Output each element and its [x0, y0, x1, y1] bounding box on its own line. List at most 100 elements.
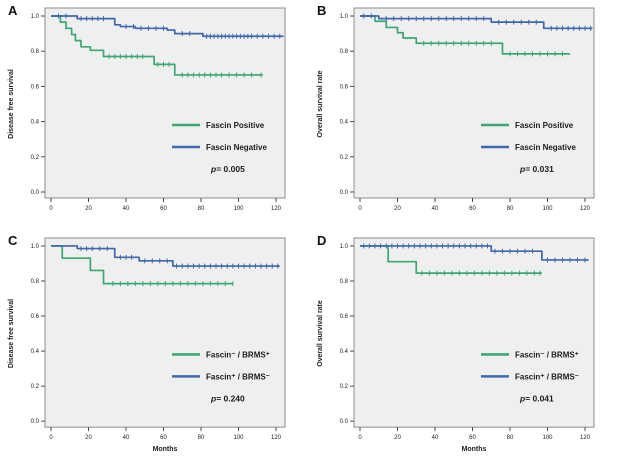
y-axis-tick-label: 0.8	[340, 279, 349, 285]
x-axis-label: Months	[462, 446, 487, 453]
panel-d-letter: D	[317, 233, 327, 248]
legend-label-fascin-positive: Fascin Positive	[206, 121, 265, 130]
censor-marks-fascin-brms	[363, 243, 586, 263]
panel-c-chart: 0.0 0.2 0.4 0.6 0.8 1.0 0 20 40 60 80 100 120 Disease…	[8, 237, 286, 453]
legend-label-fascin-negative: Fascin Negative	[515, 143, 576, 152]
y-axis-tick-label: 1.0	[31, 244, 40, 250]
panel-d-chart: 0.0 0.2 0.4 0.6 0.8 1.0 0 20 40 60 80 100 120 Overall…	[317, 237, 595, 453]
x-axis-tick-label: 0	[49, 206, 53, 212]
y-axis-tick-label: 0.8	[340, 49, 349, 55]
x-axis-tick-label: 20	[394, 206, 401, 212]
panel-a-chart: 0.0 0.2 0.4 0.6 0.8 1.0 0 20 40 60 80 100 120 Disease…	[8, 7, 286, 212]
x-axis-tick-label: 40	[432, 435, 439, 441]
x-axis-tick-label: 40	[123, 206, 130, 212]
x-axis-tick-label: 0	[358, 435, 362, 441]
y-axis-tick-label: 0.0	[31, 190, 40, 196]
survival-curve-fascin-negative	[51, 15, 284, 38]
censor-marks-fascin-negative	[363, 13, 592, 31]
x-axis-tick-label: 60	[160, 435, 167, 441]
survival-curve-fascin-brms	[360, 245, 589, 261]
x-axis-tick-label: 80	[507, 206, 514, 212]
x-axis-tick-label: 20	[394, 435, 401, 441]
x-axis-tick-label: 80	[507, 435, 514, 441]
x-axis-tick-label: 0	[358, 206, 362, 212]
censor-marks-fascin-positive	[108, 53, 262, 78]
x-axis-tick-label: 120	[271, 206, 282, 212]
y-axis-tick-label: 0.4	[340, 120, 349, 126]
legend-label-fascin-brms: Fascin⁺ / BRMS⁻	[206, 372, 270, 381]
y-axis-label: Disease free survival	[8, 69, 15, 139]
panel-a: A 0.0 0.2 0.4 0.6 0.8 1.0 0 20 40 60 80 100 120 Disea…	[0, 0, 309, 230]
panel-d: D 0.0 0.2 0.4 0.6 0.8 1.0 0 20 40 60 80 100 120 Overa…	[309, 230, 618, 459]
x-axis-tick-label: 80	[198, 206, 205, 212]
x-axis-tick-label: 120	[271, 435, 282, 441]
survival-curve-fascin-brms	[51, 245, 280, 267]
panel-c: C 0.0 0.2 0.4 0.6 0.8 1.0 0 20 40 60 80 100 120 Disea…	[0, 230, 309, 459]
survival-curve-fascin-negative	[360, 15, 593, 30]
plot-area	[44, 237, 286, 428]
y-axis-tick-label: 0.8	[31, 49, 40, 55]
x-axis-tick-label: 100	[233, 206, 244, 212]
y-axis-tick-label: 0.2	[340, 384, 349, 390]
x-axis-tick-label: 100	[542, 206, 553, 212]
legend-label-fascin-positive: Fascin Positive	[515, 121, 574, 130]
y-axis-tick-label: 0.6	[340, 84, 349, 90]
x-axis-tick-label: 100	[543, 435, 554, 441]
x-axis-tick-label: 20	[85, 435, 92, 441]
y-axis-tick-label: 0.0	[340, 419, 349, 425]
censor-marks-fascin-brms	[421, 270, 541, 276]
plot-area	[353, 7, 595, 199]
censor-marks-fascin-positive	[423, 40, 563, 57]
p-value-text: p= 0.041	[519, 393, 554, 403]
x-axis-tick-label: 0	[49, 435, 53, 441]
y-axis-tick-label: 0.2	[31, 155, 40, 161]
y-axis-label: Overall survival rate	[317, 300, 324, 367]
y-axis-tick-label: 1.0	[340, 14, 349, 20]
p-value-text: p= 0.031	[519, 164, 554, 174]
y-axis-tick-label: 0.4	[31, 349, 40, 355]
censor-marks-fascin-brms	[80, 246, 279, 269]
x-axis-tick-label: 20	[85, 206, 92, 212]
panel-b: B 0.0 0.2 0.4 0.6 0.8 1.0 0 20 40 60 80 100 120 Overa…	[309, 0, 618, 230]
survival-curve-fascin-positive	[360, 15, 570, 55]
y-axis-tick-label: 0.4	[31, 120, 40, 126]
p-value-text: p= 0.005	[210, 164, 245, 174]
p-value-text: p= 0.240	[210, 393, 245, 403]
y-axis-tick-label: 0.6	[340, 314, 349, 320]
y-axis-tick-label: 0.2	[31, 384, 40, 390]
x-axis-tick-label: 60	[469, 435, 476, 441]
survival-curve-fascin-brms	[51, 245, 233, 285]
panel-a-letter: A	[8, 3, 18, 18]
y-axis-tick-label: 1.0	[31, 14, 40, 20]
plot-area	[353, 237, 595, 428]
y-axis-tick-label: 0.6	[31, 314, 40, 320]
y-axis-tick-label: 0.2	[340, 155, 349, 161]
plot-area	[44, 7, 286, 199]
legend-label-fascin-brms: Fascin⁻ / BRMS⁺	[206, 350, 270, 359]
panel-b-letter: B	[317, 3, 327, 18]
x-axis-tick-label: 100	[234, 435, 245, 441]
panel-b-chart: 0.0 0.2 0.4 0.6 0.8 1.0 0 20 40 60 80 100 120 Overall…	[317, 7, 595, 212]
y-axis-tick-label: 0.8	[31, 279, 40, 285]
x-axis-label: Months	[153, 446, 178, 453]
legend-label-fascin-negative: Fascin Negative	[206, 143, 267, 152]
y-axis-tick-label: 0.0	[31, 419, 40, 425]
y-axis-label: Overall survival rate	[317, 70, 324, 137]
censor-marks-fascin-brms	[112, 281, 234, 287]
x-axis-tick-label: 120	[580, 206, 591, 212]
x-axis-tick-label: 60	[469, 206, 476, 212]
y-axis-tick-label: 0.0	[340, 190, 349, 196]
legend-label-fascin-brms: Fascin⁻ / BRMS⁺	[515, 350, 579, 359]
panel-c-letter: C	[8, 233, 18, 248]
x-axis-tick-label: 40	[432, 206, 439, 212]
y-axis-tick-label: 0.4	[340, 349, 349, 355]
survival-curve-fascin-positive	[51, 15, 263, 76]
y-axis-tick-label: 0.6	[31, 84, 40, 90]
y-axis-label: Disease free survival	[8, 299, 15, 368]
legend-label-fascin-brms: Fascin⁺ / BRMS⁻	[515, 372, 579, 381]
x-axis-tick-label: 40	[123, 435, 130, 441]
x-axis-tick-label: 80	[198, 435, 205, 441]
censor-marks-fascin-negative	[58, 13, 281, 39]
x-axis-tick-label: 60	[160, 206, 167, 212]
